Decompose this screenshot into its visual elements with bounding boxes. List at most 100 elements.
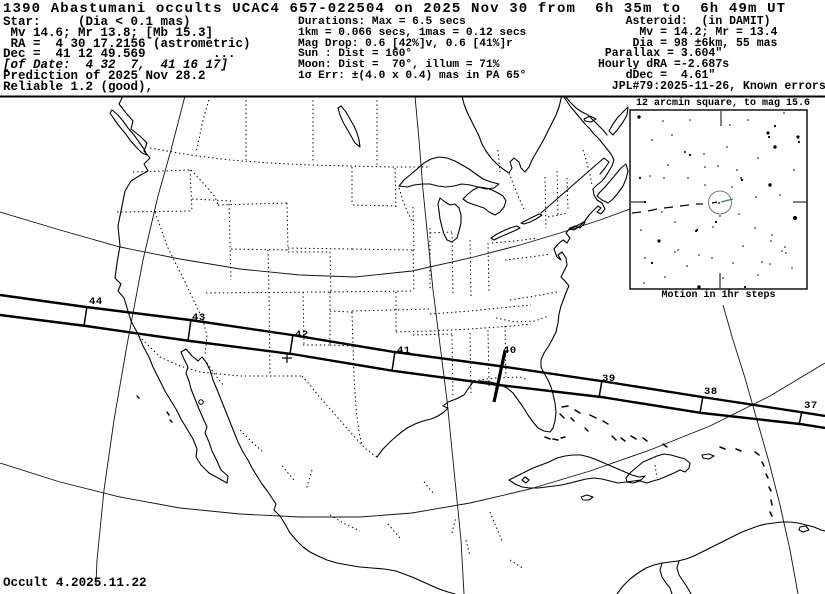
- minute-tick: [83, 305, 88, 327]
- coastline: [564, 95, 608, 136]
- star-dot: [637, 115, 641, 119]
- state-borders-layer: [116, 95, 658, 570]
- coastline: [109, 109, 148, 156]
- coastline: [520, 213, 543, 225]
- state-border: [329, 290, 414, 293]
- star-dot: [677, 249, 679, 251]
- coastline: [625, 453, 691, 484]
- asteroid-info-line: JPL#79:2025-11-26, Known errors: [598, 79, 825, 93]
- state-border: [491, 237, 539, 244]
- state-border: [489, 511, 504, 544]
- graticule-line: [0, 362, 825, 518]
- state-border: [544, 176, 547, 229]
- state-border: [149, 147, 430, 168]
- target-star-dot: [718, 202, 720, 204]
- coastline: [798, 525, 810, 533]
- star-dot: [783, 112, 785, 114]
- star-dot: [766, 131, 770, 135]
- coastline: [562, 95, 615, 161]
- star-dot: [773, 124, 777, 128]
- island: [662, 443, 668, 448]
- star-dot: [740, 178, 744, 182]
- star-dot: [704, 184, 706, 186]
- star-info-line: Star: (Dia < 0.1 mas): [3, 15, 191, 29]
- minute-tick: [289, 333, 294, 355]
- star-dot: [796, 135, 800, 139]
- star-dot: [688, 153, 692, 157]
- state-border: [465, 539, 471, 557]
- star-dot: [664, 276, 666, 278]
- coastline: [461, 95, 563, 174]
- path-minute-label: 43: [192, 312, 206, 324]
- state-border: [352, 345, 363, 446]
- star-dot: [638, 176, 642, 180]
- star-dot: [793, 169, 795, 171]
- minute-tick: [187, 318, 192, 342]
- state-border: [508, 172, 525, 210]
- island: [169, 419, 173, 423]
- occultation-path: [0, 293, 825, 430]
- star-dot: [726, 146, 728, 148]
- state-border: [352, 204, 398, 207]
- island: [769, 511, 773, 517]
- star-dot: [768, 183, 772, 187]
- asteroid-info-line: Dia = 98 ±6km, 55 mas: [598, 36, 778, 50]
- coastlines-layer: [109, 95, 825, 594]
- state-border: [267, 249, 270, 293]
- state-border: [556, 170, 559, 217]
- island: [544, 436, 551, 440]
- path-minute-label: 37: [804, 400, 818, 412]
- star-dot: [651, 139, 653, 141]
- coastline: [521, 476, 530, 484]
- island: [768, 486, 772, 492]
- software-version-credit: Occult 4.2025.11.22: [3, 576, 147, 590]
- state-border: [394, 167, 397, 208]
- finder-chart-scale-label: 12 arcmin square, to mag 15.6: [635, 98, 810, 109]
- star-dot: [686, 265, 688, 267]
- event-time-tick: [492, 350, 507, 403]
- coastline: [596, 163, 629, 204]
- star-dot: [784, 246, 786, 248]
- star-dot: [779, 194, 781, 196]
- coastline: [569, 220, 586, 231]
- state-border: [287, 247, 353, 250]
- island: [574, 409, 581, 414]
- star-dot: [743, 285, 747, 289]
- state-border: [268, 291, 271, 377]
- state-border: [423, 481, 435, 495]
- state-border: [509, 291, 558, 301]
- path-minute-label: 44: [89, 296, 103, 308]
- state-border: [302, 291, 305, 346]
- asteroid-info-line: Parallax = 3.604": [598, 47, 723, 61]
- state-border: [395, 330, 431, 333]
- state-border: [451, 516, 457, 534]
- star-dot: [738, 213, 740, 215]
- star-dot: [729, 124, 731, 126]
- star-dot: [769, 263, 771, 265]
- star-dot: [667, 164, 669, 166]
- star-dot: [643, 282, 645, 284]
- star-dot: [722, 277, 724, 279]
- minute-tick: [699, 395, 704, 414]
- star-info-block: Star: (Dia < 0.1 mas) Mv 14.6; Mr 13.8; …: [3, 15, 251, 93]
- path-minute-label: 40: [503, 345, 517, 357]
- asteroid-info-line: dDec = 4.61": [598, 68, 716, 82]
- star-dot: [797, 140, 801, 144]
- state-border: [398, 187, 414, 223]
- star-dot: [736, 169, 738, 171]
- star-dot: [643, 200, 647, 204]
- state-border: [351, 248, 414, 251]
- island: [552, 438, 559, 441]
- star-dot: [770, 240, 772, 242]
- graticule-line: [414, 95, 465, 594]
- star-dot: [687, 177, 689, 179]
- star-dot: [662, 120, 664, 122]
- star-dot: [773, 145, 777, 149]
- state-border: [228, 203, 232, 281]
- state-border: [286, 202, 289, 251]
- coastline: [114, 95, 456, 594]
- star-info-line-of-date: [of Date: 4 32 7, 41 16 17]: [3, 58, 229, 73]
- coastline: [337, 105, 361, 148]
- coastline: [580, 494, 594, 501]
